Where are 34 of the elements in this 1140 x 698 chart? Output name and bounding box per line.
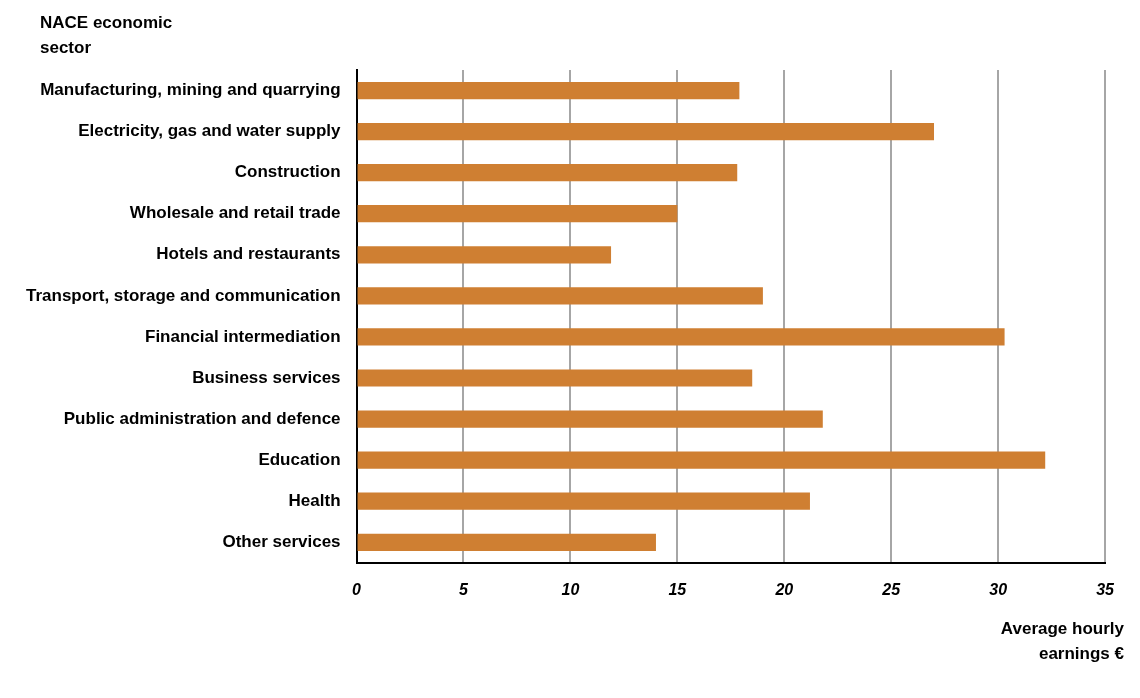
y-axis-title: NACE economic sector: [40, 12, 174, 59]
bar: [357, 369, 753, 387]
y-tick-label: Transport, storage and communication: [25, 285, 341, 305]
x-tick-label: 30: [989, 580, 1008, 598]
bar: [357, 205, 678, 223]
bar: [357, 122, 934, 141]
bar: [357, 328, 1005, 346]
y-tick-label: Other services: [222, 531, 341, 551]
y-tick-label: Hotels and restaurants: [156, 244, 341, 264]
bar: [357, 492, 810, 510]
y-tick-label: Education: [258, 449, 341, 469]
bar: [357, 533, 656, 551]
bar: [357, 81, 740, 100]
x-axis-title: Average hourly earnings €: [999, 618, 1124, 665]
y-tick-label: Business services: [192, 367, 341, 387]
x-tick-label: 15: [668, 580, 688, 598]
y-tick-label: Wholesale and retail trade: [129, 203, 341, 223]
y-tick-label: Health: [288, 490, 341, 510]
y-tick-label: Public administration and defence: [63, 408, 341, 428]
x-tick-label: 10: [561, 580, 580, 598]
y-tick-label: Manufacturing, mining and quarrying: [40, 80, 341, 100]
bar: [357, 287, 763, 305]
bar: [357, 451, 1046, 469]
bar: [357, 246, 612, 264]
x-tick-label: 0: [352, 580, 362, 598]
y-tick-label: Construction: [234, 162, 341, 182]
x-tick-label: 25: [881, 580, 902, 598]
x-tick-label: 20: [774, 580, 794, 598]
x-tick-label: 5: [459, 580, 470, 598]
bar: [357, 410, 823, 428]
y-tick-label: Electricity, gas and water supply: [78, 121, 342, 141]
y-tick-label: Financial intermediation: [145, 326, 341, 346]
x-tick-label: 35: [1096, 580, 1116, 598]
bar: [357, 164, 738, 182]
